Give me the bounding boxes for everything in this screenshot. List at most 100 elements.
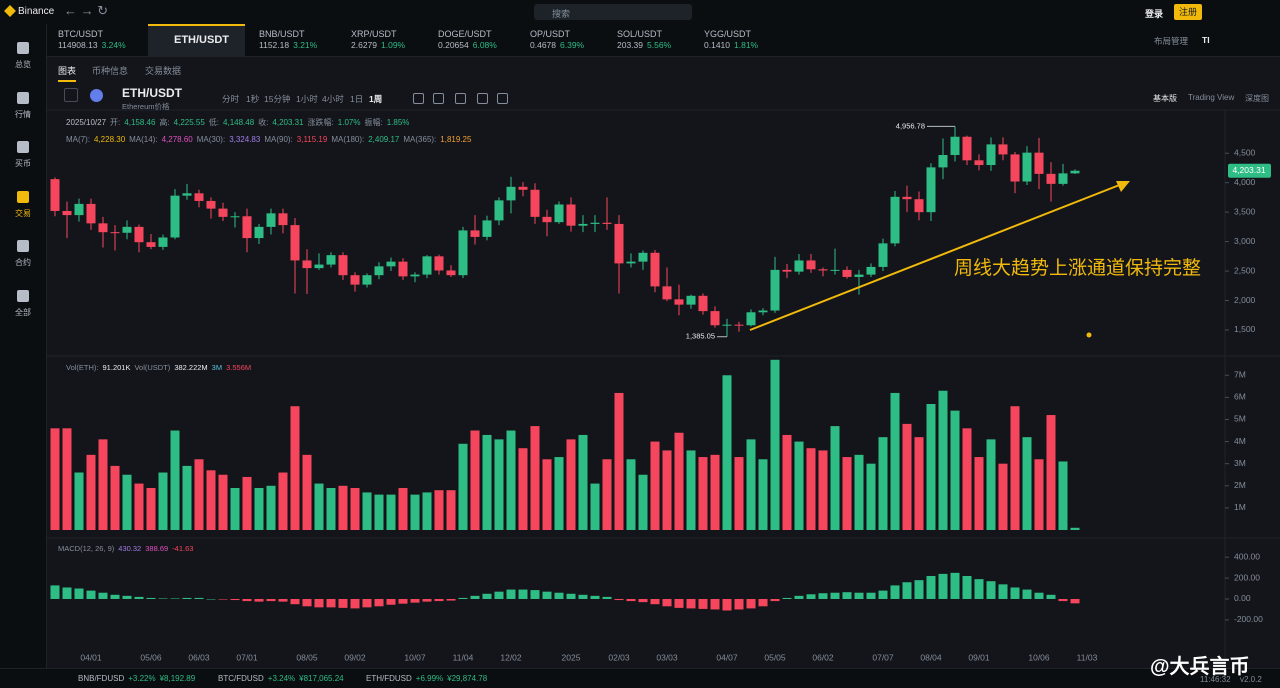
sidebar-label[interactable]: 合约 (15, 258, 31, 267)
interval[interactable]: 1周 (369, 94, 383, 104)
interval[interactable]: 15分钟 (264, 94, 291, 104)
interval[interactable]: 1秒 (246, 94, 260, 104)
volume-bar (1070, 527, 1080, 530)
ticker-quote[interactable]: 114908.13 3.24% (58, 40, 130, 50)
candle-body (266, 213, 276, 227)
interval[interactable]: 分时 (222, 94, 240, 104)
sidebar-icon[interactable] (17, 91, 29, 104)
sidebar-icon[interactable] (17, 289, 29, 302)
ticker-pair[interactable]: XRP/USDT (351, 29, 397, 39)
sidebar-label[interactable]: 买币 (15, 159, 31, 168)
bottom-ticker[interactable]: ETH/FDUSD +6.99% ¥29,874.78 (366, 674, 491, 683)
ticker-quote[interactable]: 1152.18 3.21% (259, 40, 321, 50)
sidebar-icon[interactable] (17, 190, 29, 203)
volume-bar (878, 437, 888, 530)
ticker-pair[interactable]: YGG/USDT (704, 29, 752, 39)
ticker-price: 0.4678 (530, 40, 556, 50)
ticker-quote[interactable]: 0.4678 6.39% (530, 40, 588, 50)
sidebar-label[interactable]: 总览 (15, 60, 31, 69)
sidebar-label[interactable]: 行情 (15, 109, 31, 119)
search-placeholder[interactable]: 搜索 (552, 9, 571, 19)
candle-body (950, 136, 960, 156)
interval[interactable]: 1日 (350, 94, 364, 104)
info-value: 4,148.48 (223, 118, 255, 127)
view-option[interactable]: Trading View (1188, 93, 1235, 102)
view-option[interactable]: 基本版 (1153, 94, 1177, 103)
volume-bar (206, 470, 216, 530)
macd-bar (590, 595, 600, 599)
ticker-change: 1.81% (734, 40, 759, 50)
candle-body (842, 269, 852, 277)
ma-value: 4,278.60 (161, 135, 193, 144)
candle-body (386, 261, 396, 267)
ticker-quote[interactable]: 0.20654 6.08% (438, 40, 501, 50)
candle-body (506, 186, 516, 201)
max-label: 4,956.78 (896, 121, 925, 130)
macd-bar (986, 581, 996, 599)
ticker-pair[interactable]: BTC/USDT (58, 29, 103, 39)
active-tab-bg[interactable] (148, 24, 245, 56)
macd-bar (398, 598, 408, 604)
bottom-ticker[interactable]: BNB/FDUSD +3.22% ¥8,192.89 (78, 674, 199, 683)
nav-buttons[interactable]: ← → ↻ (64, 3, 109, 18)
x-tick-label: 05/05 (764, 652, 786, 662)
tab[interactable]: 币种信息 (92, 66, 129, 76)
volume-bar (146, 488, 156, 530)
macd-bar (830, 592, 840, 599)
volume-bar (686, 450, 696, 530)
candle-body (542, 216, 552, 223)
volume-bar (74, 472, 84, 530)
tab[interactable]: 图表 (58, 64, 77, 82)
ti[interactable]: TI (1202, 35, 1210, 45)
volume-bar (650, 441, 660, 530)
ticker-quote[interactable]: 2.6279 1.09% (351, 40, 409, 50)
register[interactable]: 注册 (1174, 4, 1202, 20)
candle-body (230, 216, 240, 218)
symbol-pair[interactable]: ETH/USDT (122, 86, 182, 100)
interval[interactable]: 1小时 (296, 94, 318, 104)
ticker-pair[interactable]: ETH/USDT (174, 34, 229, 46)
volume-bar (662, 450, 672, 530)
volume-bar (1046, 415, 1056, 530)
ticker-quote[interactable]: 0.1410 1.81% (704, 40, 762, 50)
sidebar-label[interactable]: 交易 (15, 208, 31, 218)
candle-body (902, 196, 912, 200)
x-tick-label: 03/03 (656, 652, 678, 662)
interval[interactable]: 4小时 (322, 94, 344, 104)
tool-icon[interactable] (413, 93, 424, 104)
eth-icon (90, 89, 103, 102)
macd-bar (734, 598, 744, 610)
ticker-quote[interactable]: 203.39 5.56% (617, 40, 675, 50)
macd-bar (314, 598, 324, 608)
search-box[interactable] (534, 4, 692, 20)
login[interactable]: 登录 (1145, 9, 1164, 19)
tab[interactable]: 交易数据 (145, 66, 182, 76)
volume-bar (830, 426, 840, 530)
volume-bar (986, 439, 996, 530)
view-option[interactable]: 深度图 (1245, 94, 1269, 103)
star[interactable] (64, 88, 78, 102)
ticker-pair[interactable]: DOGE/USDT (438, 29, 492, 39)
candle-body (854, 274, 864, 277)
macd-bar (218, 598, 228, 600)
bottom-ticker[interactable]: BTC/FDUSD +3.24% ¥817,065.24 (218, 674, 348, 683)
macd-bar (386, 598, 396, 605)
ticker-pair[interactable]: SOL/USDT (617, 29, 663, 39)
sidebar-icon[interactable] (17, 141, 29, 153)
sidebar-icon[interactable] (17, 240, 29, 252)
tool-icon[interactable] (497, 93, 508, 104)
tool-icon[interactable] (455, 93, 466, 104)
sidebar-icon[interactable] (17, 42, 29, 54)
volume-bar (854, 454, 864, 530)
version: v2.0.2 (1240, 675, 1262, 684)
macd-bar (698, 598, 708, 609)
tool-icon[interactable] (477, 93, 488, 104)
layout-menu[interactable]: 布局管理 (1154, 36, 1189, 46)
tool-icon[interactable] (433, 93, 444, 104)
ticker-pair[interactable]: OP/USDT (530, 29, 571, 39)
sidebar-label[interactable]: 全部 (15, 307, 31, 317)
volume-bar (890, 392, 900, 530)
ticker-pair[interactable]: BNB/USDT (259, 29, 305, 39)
macd-bar (110, 594, 120, 599)
y-tick-label: 7M (1234, 370, 1246, 380)
